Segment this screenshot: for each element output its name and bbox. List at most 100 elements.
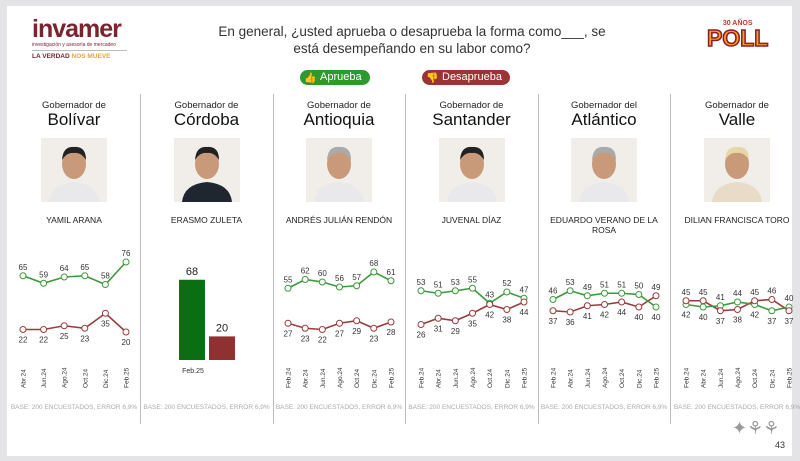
value-label-approve: 40 [652,313,661,322]
value-label-disapprove: 36 [566,318,575,327]
point-approve [699,303,707,311]
value-label-approve: 57 [352,273,361,282]
point-disapprove [81,324,89,332]
x-tick-label: Feb.24 [286,367,293,388]
panel-antioquia: Gobernador de Antioquia ANDRÉS JULIÁN RE… [273,94,406,424]
point-approve [40,279,48,287]
value-label-disapprove: 28 [387,328,396,337]
point-approve [733,298,741,306]
point-approve [417,287,424,295]
dancers-icon: ✦⚘⚘ [732,418,780,438]
point-approve [101,281,109,288]
x-tick-label: Abr.24 [700,369,707,388]
value-label-disapprove: 23 [80,334,89,343]
governor-name: DILIAN FRANCISCA TORO [684,215,790,225]
governor-photo [703,138,770,202]
value-label-disapprove: 29 [450,327,459,336]
point-approve [370,268,378,276]
value-label-disapprove: 45 [698,288,707,297]
x-tick-label: Jun.24 [320,368,327,388]
value-label-disapprove: 27 [335,329,344,338]
value-label-approve: 76 [122,249,131,258]
point-disapprove [583,302,591,310]
value-label-approve: 65 [19,263,28,272]
value-label-approve: 55 [284,275,293,284]
value-label-approve: 58 [101,272,110,281]
point-disapprove [434,314,442,322]
value-label-disapprove: 42 [485,311,494,320]
page-number: 43 [775,440,786,450]
governor-photo [571,138,637,202]
poll-logo: 30 AÑOS POLL [706,20,769,50]
point-disapprove [60,322,68,330]
point-approve [583,292,591,300]
point-disapprove [468,309,476,317]
point-disapprove [502,306,510,313]
value-label-approve: 47 [519,285,528,294]
panel-atlántico: Gobernador del Atlántico EDUARDO VERANO … [538,94,671,424]
point-approve [635,291,643,298]
x-tick-label: Jun.24 [717,368,724,388]
value-label-approve: 50 [634,282,643,291]
point-disapprove [520,298,527,306]
point-approve [618,289,626,297]
approval-chart: 65 59 64 65 58 76 22 22 25 23 35 20 Abr.24 Jun.24 Ago.… [19,249,131,388]
value-label-disapprove: 26 [416,331,425,340]
value-label-approve: 55 [468,275,477,284]
legend-disapprove: 👎 Desaprueba [422,70,510,85]
value-label-disapprove: 38 [733,316,742,325]
point-disapprove [767,296,775,303]
approval-chart: 68 20 Feb.25 [178,266,235,375]
governor-photo [306,138,372,202]
value-label-disapprove: 22 [39,336,48,345]
x-tick-label: Abr.24 [303,369,310,388]
point-approve [60,273,68,281]
tagline-a: LA VERDAD [32,53,70,60]
value-label-approve: 60 [318,269,327,278]
bar-disapprove [208,336,235,360]
x-tick-label: Jun.24 [41,368,48,388]
x-tick-label: Ago.24 [735,367,742,388]
point-approve [387,277,395,285]
point-disapprove [122,328,130,336]
point-approve [318,278,326,286]
base-note: BASE: 200 ENCUESTADOS, ERROR 6,9% [275,404,403,411]
x-tick-label: Ago.24 [337,367,344,388]
point-disapprove [716,307,724,315]
governor-photo [41,138,107,202]
value-label-approve: 59 [39,270,48,279]
value-label-approve: 53 [416,278,425,287]
point-disapprove [618,298,626,306]
x-tick-label: Dic.24 [504,369,511,388]
bar-approve [178,279,205,360]
logo-tagline: LA VERDAD NOS MUEVE [32,53,127,60]
value-label-disapprove: 35 [468,319,477,328]
x-tick-label: Feb.24 [683,367,690,388]
x-tick-label: Feb.24 [551,367,558,388]
value-label-disapprove: 23 [301,334,310,343]
value-label-approve: 68 [369,259,378,268]
point-disapprove [699,297,707,305]
value-label-approve: 61 [387,268,396,277]
x-tick-label: Feb.25 [389,367,396,388]
region-name: Antioquia [303,110,375,129]
value-label-approve: 62 [301,267,310,276]
logo-subtitle: investigación y asesoría de mercadeo [32,42,127,51]
point-approve [601,289,608,297]
value-label-approve: 40 [784,294,793,303]
value-label-approve: 42 [750,311,759,320]
x-tick-label: Ago.24 [62,367,69,388]
base-note: BASE: 200 ENCUESTADOS, ERROR 6,9% [143,404,270,411]
value-label-disapprove: 27 [284,329,293,338]
value-label-disapprove: 22 [318,336,327,345]
x-tick-label: Feb.24 [418,367,425,388]
point-disapprove [733,306,741,313]
point-approve [502,288,510,296]
value-label-disapprove: 29 [352,327,361,336]
x-tick-label: Feb.25 [182,368,204,375]
line-disapprove [23,312,127,333]
point-disapprove [336,319,343,327]
logo-word: invamer [32,15,122,43]
value-label-approve: 64 [60,264,69,273]
value-label-disapprove: 49 [652,283,661,292]
